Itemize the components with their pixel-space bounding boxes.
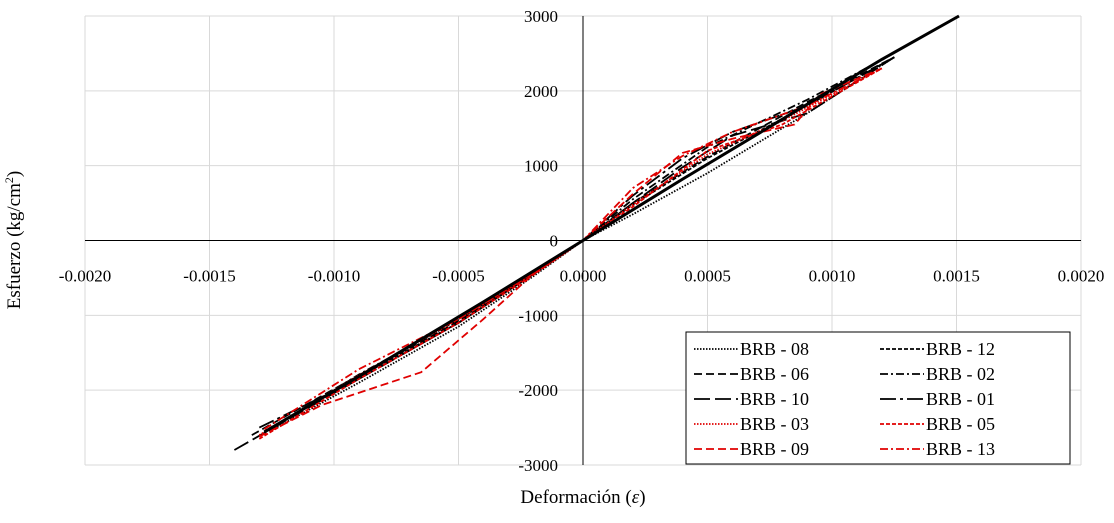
y-axis-title-sup: 2 <box>2 177 16 183</box>
x-tick-label: 0.0015 <box>933 267 980 286</box>
legend-label: BRB - 06 <box>740 364 809 384</box>
y-tick-label: 0 <box>550 232 559 251</box>
series-line-brb-09 <box>258 67 883 438</box>
legend-label: BRB - 05 <box>926 414 995 434</box>
legend-box <box>685 331 1071 465</box>
x-tick-label: -0.0015 <box>183 267 235 286</box>
y-tick-label: 3000 <box>524 7 558 26</box>
x-axis-title-symbol: ε <box>632 487 640 508</box>
y-tick-label: 2000 <box>524 82 558 101</box>
y-axis-title: Esfuerzo (kg/cm2) <box>2 171 25 309</box>
legend-label: BRB - 03 <box>740 414 809 434</box>
legend-label: BRB - 12 <box>926 339 995 359</box>
legend-label: BRB - 08 <box>740 339 809 359</box>
x-axis-title-close: ) <box>639 487 645 508</box>
x-axis-title-open: ( <box>621 487 632 508</box>
y-tick-label: 1000 <box>524 157 558 176</box>
y-tick-label: -2000 <box>518 381 558 400</box>
x-tick-label: 0.0005 <box>684 267 731 286</box>
y-axis-title-text: Esfuerzo (kg/cm <box>4 183 25 309</box>
legend-label: BRB - 10 <box>740 389 809 409</box>
legend-label: BRB - 09 <box>740 439 809 459</box>
tick-labels: -0.0020 -0.0015 -0.0010 -0.0005 0.0000 0.0005… <box>59 7 1105 475</box>
x-tick-label: 0.0020 <box>1058 267 1105 286</box>
y-tick-label: -3000 <box>518 456 558 475</box>
y-tick-label: -1000 <box>518 306 558 325</box>
legend-label: BRB - 02 <box>926 364 995 384</box>
series-line-envelope <box>263 14 960 434</box>
legend-label: BRB - 01 <box>926 389 995 409</box>
x-tick-label: 0.0010 <box>809 267 856 286</box>
x-axis-title: Deformación (ε) <box>520 487 645 508</box>
x-tick-label: -0.0010 <box>308 267 360 286</box>
y-axis-title-end: ) <box>4 171 25 177</box>
x-tick-label: -0.0005 <box>432 267 484 286</box>
x-tick-label: -0.0020 <box>59 267 111 286</box>
series-lines <box>233 14 960 451</box>
legend-label: BRB - 13 <box>926 439 995 459</box>
x-tick-label: 0.0000 <box>560 267 607 286</box>
legend: BRB - 08 BRB - 12 BRB - 06 BRB - 02 BRB - 10… <box>685 331 1071 465</box>
series-line-brb-13 <box>263 67 883 430</box>
x-axis-title-text: Deformación <box>520 487 621 508</box>
